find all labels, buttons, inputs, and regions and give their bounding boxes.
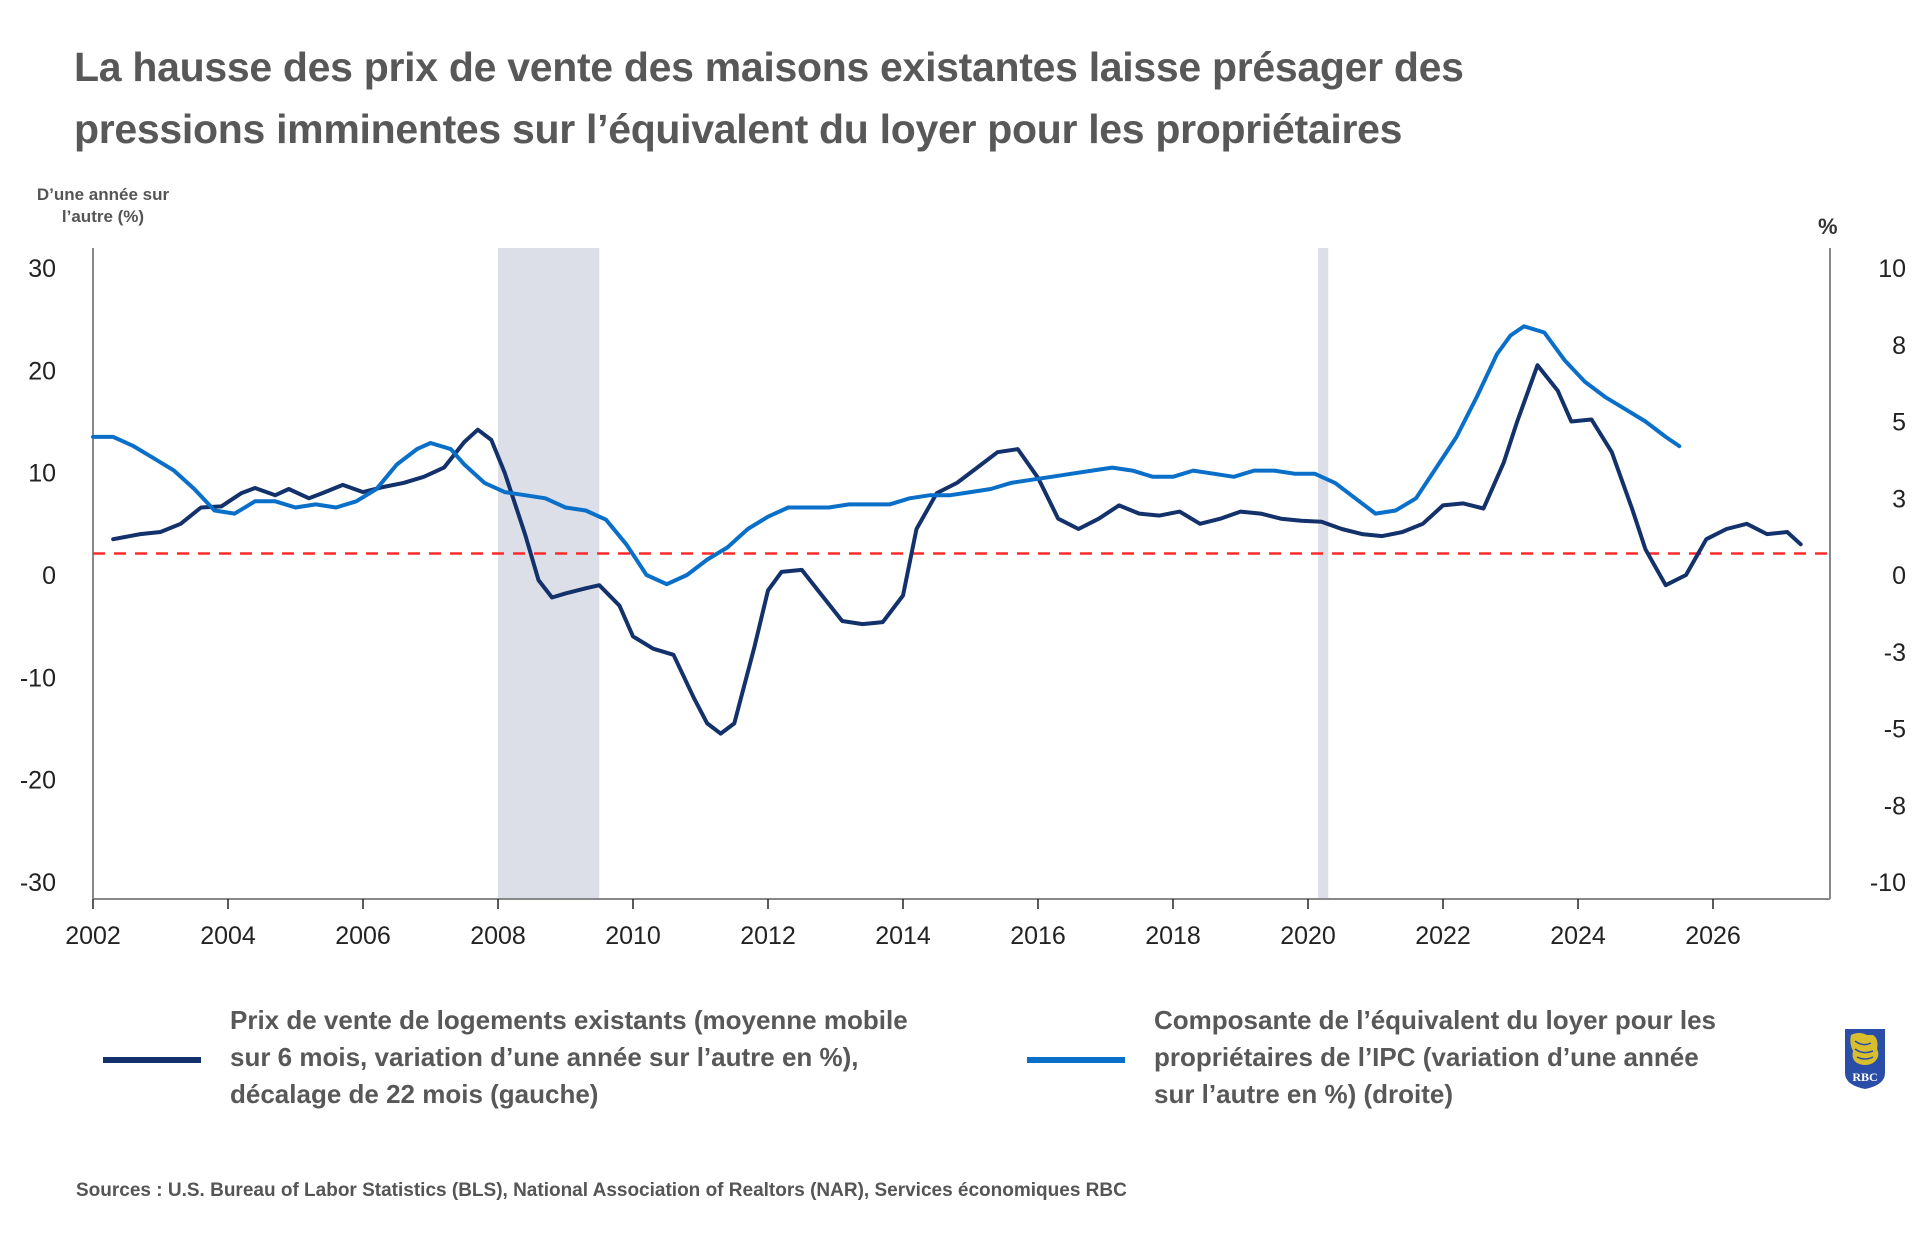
x-tick-label: 2002 bbox=[65, 922, 121, 950]
x-tick-label: 2012 bbox=[740, 922, 796, 950]
legend-line: propriétaires de l’IPC (variation d’une … bbox=[1154, 1042, 1699, 1072]
y-right-tick-label: -3 bbox=[1884, 639, 1906, 667]
legend-label-existing-home-prices: Prix de vente de logements existants (mo… bbox=[230, 1002, 908, 1113]
y-left-tick-label: -30 bbox=[20, 869, 56, 897]
legend-line: sur 6 mois, variation d’une année sur l’… bbox=[230, 1042, 859, 1072]
x-tick-label: 2024 bbox=[1550, 922, 1606, 950]
x-tick-label: 2016 bbox=[1010, 922, 1066, 950]
y-right-tick-label: -5 bbox=[1884, 716, 1906, 744]
recession-shading-0 bbox=[498, 248, 600, 899]
y-right-tick-label: -10 bbox=[1870, 869, 1906, 897]
legend-swatch-existing-home-prices bbox=[103, 1057, 201, 1063]
recession-shading-1 bbox=[1318, 248, 1329, 899]
rbc-logo: RBC bbox=[1845, 1029, 1885, 1089]
y-left-tick-label: 0 bbox=[42, 562, 56, 590]
legend-swatch-owners-equivalent-rent bbox=[1027, 1057, 1125, 1063]
legend-line: Prix de vente de logements existants (mo… bbox=[230, 1005, 908, 1035]
right-axis-title: % bbox=[1818, 214, 1838, 239]
series-line-existing-home-prices bbox=[111, 363, 1803, 736]
chart-title-line-1: La hausse des prix de vente des maisons … bbox=[74, 44, 1464, 90]
y-left-tick-label: -10 bbox=[20, 664, 56, 692]
x-tick-label: 2026 bbox=[1685, 922, 1741, 950]
line-chart: 2002 2004 2006 2008 2010 2012 2014 2016 2018 2020… bbox=[20, 248, 1906, 950]
y-right-tick-label: 8 bbox=[1892, 332, 1906, 360]
legend-line: sur l’autre en %) (droite) bbox=[1154, 1079, 1454, 1109]
y-left-tick-label: 30 bbox=[28, 255, 56, 283]
x-tick-label: 2006 bbox=[335, 922, 391, 950]
series-line-owners-equivalent-rent bbox=[91, 324, 1682, 587]
x-tick-label: 2022 bbox=[1415, 922, 1471, 950]
x-tick-label: 2008 bbox=[470, 922, 526, 950]
legend-line: Composante de l’équivalent du loyer pour… bbox=[1154, 1005, 1716, 1035]
y-right-tick-label: 0 bbox=[1892, 562, 1906, 590]
y-right-tick-label: 5 bbox=[1892, 409, 1906, 437]
y-left-tick-label: -20 bbox=[20, 767, 56, 795]
legend-label-owners-equivalent-rent: Composante de l’équivalent du loyer pour… bbox=[1154, 1002, 1716, 1113]
legend-line: décalage de 22 mois (gauche) bbox=[230, 1079, 599, 1109]
y-right-tick-label: 10 bbox=[1878, 255, 1906, 283]
rbc-logo-lion-icon bbox=[1850, 1033, 1879, 1065]
left-axis-title: D’une année sur l’autre (%) bbox=[36, 185, 170, 226]
chart-title: La hausse des prix de vente des maisons … bbox=[74, 36, 1774, 160]
sources-note: Sources : U.S. Bureau of Labor Statistic… bbox=[76, 1180, 1127, 1201]
x-tick-label: 2018 bbox=[1145, 922, 1201, 950]
x-tick-label: 2014 bbox=[875, 922, 931, 950]
x-tick-label: 2010 bbox=[605, 922, 661, 950]
chart-title-line-2: pressions imminentes sur l’équivalent du… bbox=[74, 106, 1403, 152]
y-left-tick-label: 20 bbox=[28, 357, 56, 385]
x-tick-label: 2004 bbox=[200, 922, 256, 950]
y-right-tick-label: -8 bbox=[1884, 792, 1906, 820]
y-left-tick-label: 10 bbox=[28, 460, 56, 488]
rbc-logo-text: RBC bbox=[1852, 1070, 1877, 1084]
y-right-tick-label: 3 bbox=[1892, 485, 1906, 513]
x-tick-label: 2020 bbox=[1280, 922, 1336, 950]
